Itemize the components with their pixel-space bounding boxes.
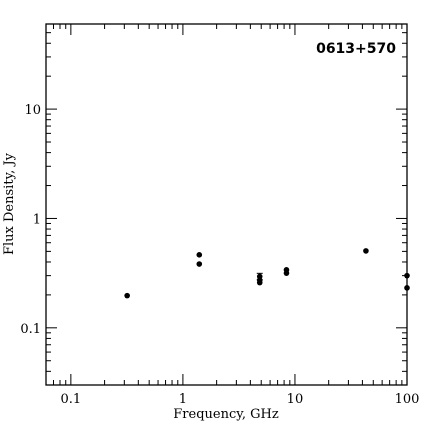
data-point bbox=[404, 272, 410, 279]
y-tick-label: 10 bbox=[24, 103, 41, 118]
tick-labels: 0.1 1 10 100 0.1 1 10 bbox=[20, 103, 419, 407]
plot-frame bbox=[45, 23, 408, 386]
data-point bbox=[196, 252, 203, 258]
data-point bbox=[124, 292, 130, 299]
x-tick-label: 100 bbox=[395, 392, 420, 407]
data-point bbox=[404, 285, 410, 291]
y-tick-label: 1 bbox=[33, 212, 41, 227]
y-axis-title: Flux Density, Jy bbox=[2, 152, 17, 255]
axis-ticks bbox=[45, 23, 408, 386]
x-axis-title: Frequency, GHz bbox=[173, 407, 279, 422]
data-point bbox=[363, 248, 369, 254]
data-point bbox=[256, 279, 263, 286]
data-point bbox=[283, 270, 290, 276]
data-point bbox=[196, 261, 203, 267]
x-tick-label: 1 bbox=[179, 392, 187, 407]
x-tick-label: 0.1 bbox=[61, 392, 82, 407]
source-name-label: 0613+570 bbox=[316, 41, 396, 57]
x-tick-label: 10 bbox=[287, 392, 304, 407]
data-points bbox=[124, 248, 410, 299]
y-tick-label: 0.1 bbox=[20, 322, 41, 337]
